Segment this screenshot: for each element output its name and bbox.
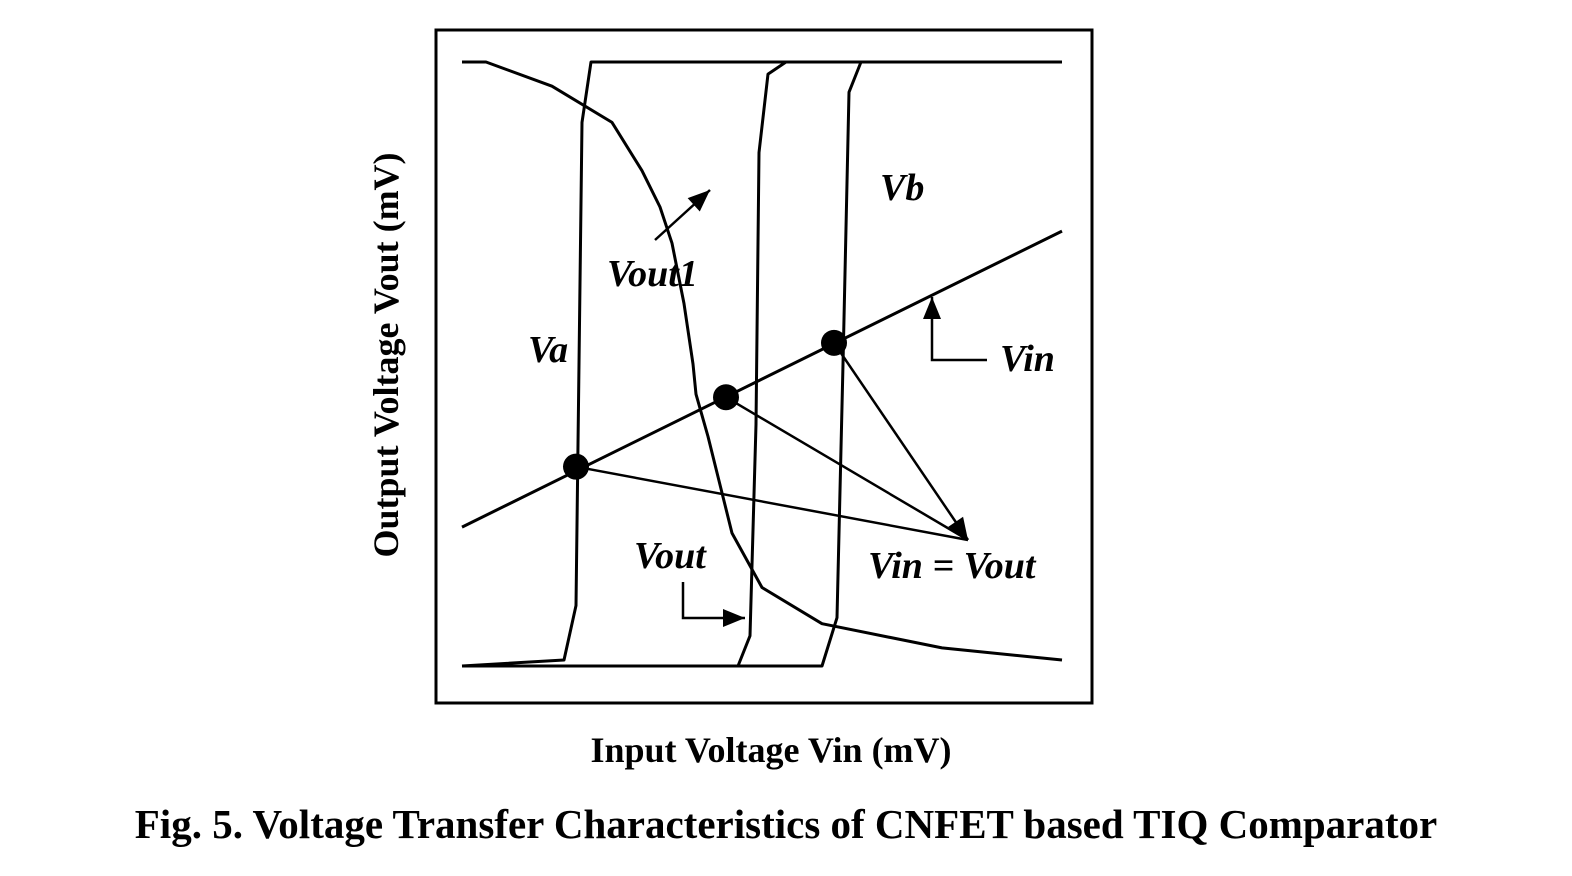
arrows-group (575, 189, 987, 627)
arrow-vin-head (923, 297, 941, 319)
series-line-va (461, 60, 1062, 668)
label-vin-eq-vout: Vin = Vout (868, 545, 1037, 587)
y-axis-label: Output Voltage Vout (mV) (366, 152, 406, 557)
arrow-vout (681, 582, 745, 620)
series-line-vout (462, 60, 787, 668)
intersection-point-2 (713, 384, 739, 411)
label-vb: Vb (880, 167, 924, 209)
series-line-vb (462, 60, 1062, 668)
x-axis-label: Input Voltage Vin (mV) (590, 730, 951, 770)
intersection-point-1 (563, 453, 589, 480)
arrow-vin (930, 297, 987, 362)
series-line-vin (461, 229, 1063, 529)
intersection-point-3 (821, 329, 847, 356)
arrow-vout-head (723, 609, 745, 627)
figure-caption: Fig. 5. Voltage Transfer Characteristics… (134, 801, 1438, 847)
arrow-eq-3-head (948, 516, 968, 540)
arrow-eq-3 (832, 342, 970, 541)
plot-frame (434, 28, 1094, 705)
label-va: Va (528, 329, 568, 371)
label-vin: Vin (1000, 338, 1055, 380)
arrow-eq-2 (725, 396, 969, 542)
label-vout1: Vout1 (607, 253, 698, 295)
curves-group (461, 60, 1063, 668)
arrow-vout1-head (687, 190, 710, 212)
label-vout: Vout (634, 535, 707, 577)
series-line-vout1 (462, 60, 1063, 662)
arrow-eq-1 (575, 465, 969, 542)
markers-group (563, 329, 847, 480)
